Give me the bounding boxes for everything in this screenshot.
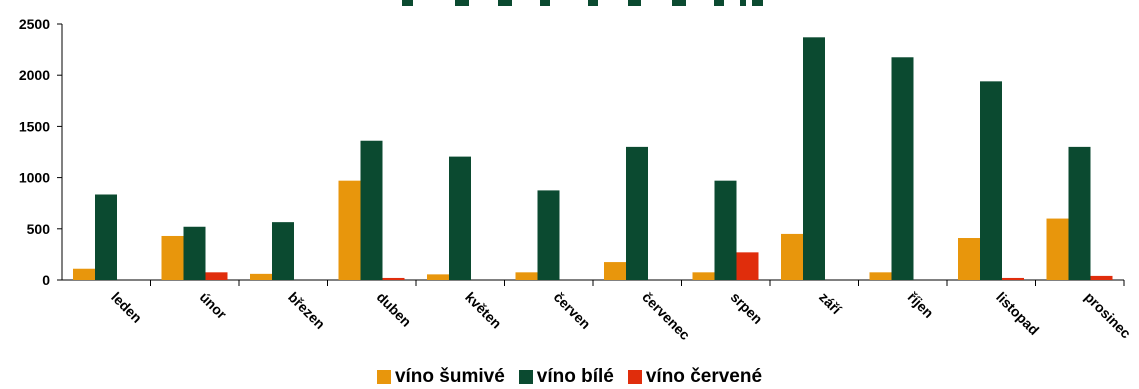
bar-1-8 [803,37,825,281]
x-tick-label: listopad [993,289,1042,338]
bar-0-3 [338,180,361,280]
x-tick-label: prosinec [1082,289,1135,342]
bar-0-10 [958,238,980,280]
legend-swatch-red [627,370,642,384]
bar-2-3 [382,277,405,280]
bar-0-2 [250,273,272,280]
x-tick-label: květen [462,289,505,332]
bar-1-4 [449,156,471,280]
legend-label-sparkling: víno šumivé [394,366,505,387]
bar-0-9 [869,272,892,280]
x-tick-labels: leden únor březen duben květen červen červenec… [108,289,1134,343]
title-fragment [672,0,686,6]
x-tick-label: duben [374,289,415,330]
x-tick-label: září [816,289,845,318]
x-tick-label: únor [197,289,231,323]
title-fragment [588,0,598,6]
bar-0-8 [781,233,803,280]
bar-0-6 [604,262,626,280]
bar-0-0 [73,268,95,280]
legend-label-red: víno červené [645,366,763,387]
bar-2-11 [1090,275,1113,280]
bar-1-0 [95,194,117,280]
y-tick-label: 2500 [19,16,50,32]
bar-1-1 [183,226,206,280]
bar-0-7 [692,272,715,280]
x-tick-label: březen [285,289,328,332]
title-fragment [455,0,469,6]
legend-item-white: víno bílé [518,366,614,388]
y-tick-label: 500 [27,221,51,237]
bar-2-10 [1002,277,1024,280]
y-tick-label: 0 [42,272,50,288]
bars [73,37,1113,281]
legend-item-red: víno červené [627,366,763,388]
bar-1-5 [537,190,560,280]
legend-label-white: víno bílé [536,366,614,387]
title-fragment [628,0,641,6]
title-fragment [402,0,413,6]
y-tick-label: 1500 [19,118,50,134]
bar-1-9 [891,57,914,280]
legend-item-sparkling: víno šumivé [376,366,505,388]
chart-title-partial [402,0,763,6]
bar-0-11 [1046,218,1069,280]
bar-1-2 [272,222,294,280]
bar-0-1 [161,235,184,280]
bar-1-10 [980,81,1002,281]
title-fragment [740,0,746,6]
legend: víno šumivé víno bílé víno červené [0,366,1139,388]
legend-swatch-white [518,370,533,384]
y-tick-labels: 0 500 1000 1500 2000 2500 [19,16,50,288]
legend-swatch-sparkling [376,370,391,384]
bar-1-7 [714,180,737,280]
bar-0-4 [427,274,449,280]
bar-1-3 [360,140,383,280]
title-fragment [714,0,724,6]
title-fragment [540,0,550,6]
x-tick-label: leden [108,289,145,326]
x-tick-label: srpen [728,289,766,327]
bar-0-5 [515,272,538,280]
bar-2-7 [736,252,759,280]
y-tick-label: 2000 [19,67,50,83]
y-tick-label: 1000 [19,170,50,186]
title-fragment [752,0,763,6]
x-tick-label: červenec [639,289,693,343]
x-tick-label: říjen [905,289,937,321]
x-tick-label: červen [551,289,594,332]
title-fragment [498,0,512,6]
bar-1-11 [1068,146,1091,280]
bar-2-1 [205,272,228,280]
bar-1-6 [626,146,648,280]
axes [57,23,1125,286]
